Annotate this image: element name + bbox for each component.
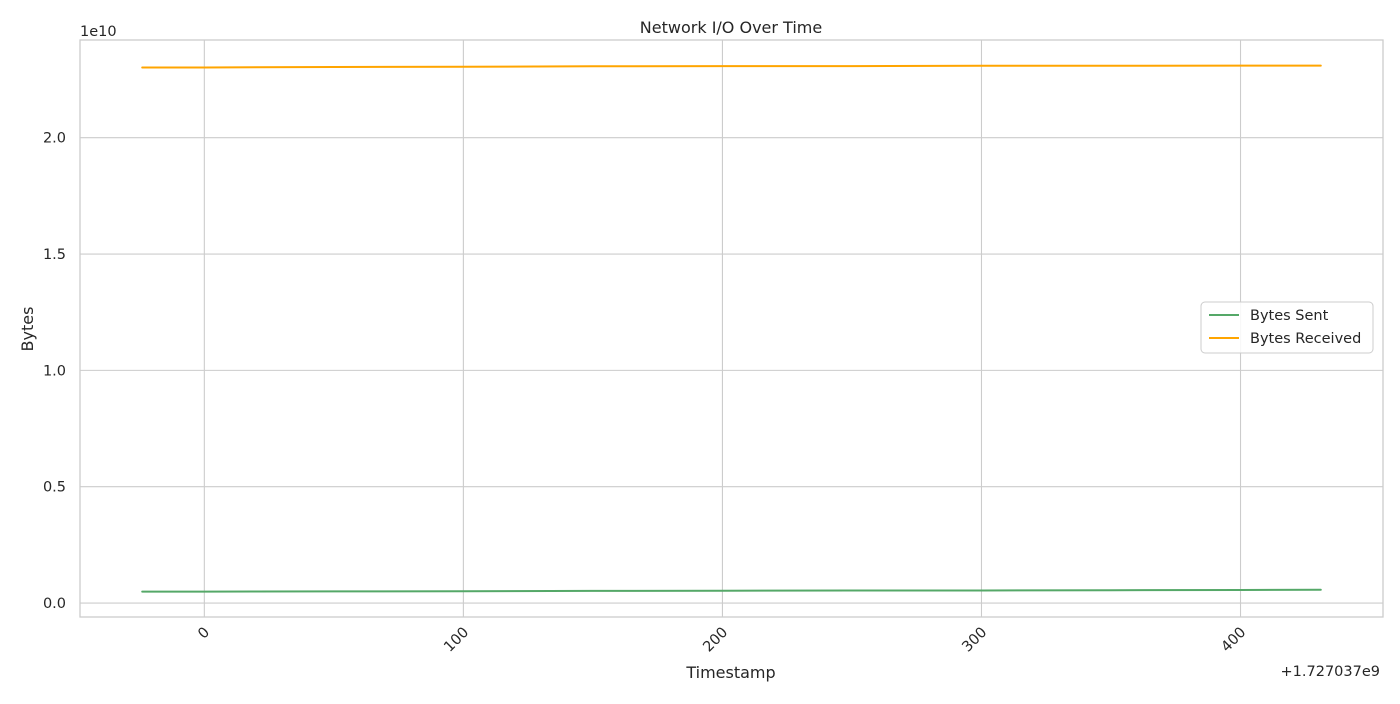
x-offset-label: +1.727037e9 [1281, 664, 1380, 680]
legend: Bytes Sent Bytes Received [1200, 301, 1374, 354]
chart-title: Network I/O Over Time [640, 18, 822, 37]
y-axis-title: Bytes [18, 307, 37, 352]
series-line-bytes-sent [141, 588, 1322, 593]
plot-border [79, 39, 1384, 618]
y-tick-label: 0.5 [43, 480, 66, 496]
y-tick-label: 1.5 [43, 247, 66, 263]
x-axis-title: Timestamp [685, 663, 775, 682]
y-tick-label: 2.0 [43, 131, 66, 147]
legend-label-bytes-received: Bytes Received [1250, 331, 1361, 347]
legend-box [1200, 301, 1374, 354]
y-tick-label: 0.0 [43, 596, 66, 612]
legend-label-bytes-sent: Bytes Sent [1250, 308, 1329, 324]
y-scale-label: 1e10 [80, 24, 117, 40]
y-tick-label: 1.0 [43, 363, 66, 379]
series-line-bytes-received [141, 64, 1322, 69]
